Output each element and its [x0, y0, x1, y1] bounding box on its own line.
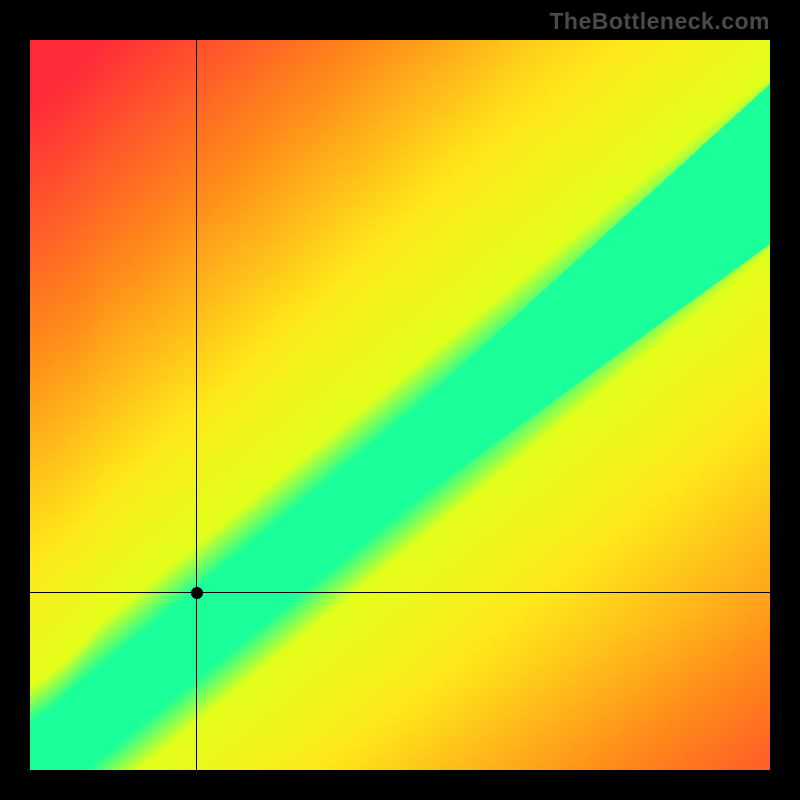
watermark-text: TheBottleneck.com — [549, 8, 770, 35]
heatmap-canvas — [30, 40, 770, 770]
crosshair-vertical — [196, 40, 197, 770]
crosshair-horizontal — [30, 592, 770, 593]
chart-container: TheBottleneck.com — [0, 0, 800, 800]
plot-area — [30, 40, 770, 770]
data-point-marker — [191, 587, 203, 599]
